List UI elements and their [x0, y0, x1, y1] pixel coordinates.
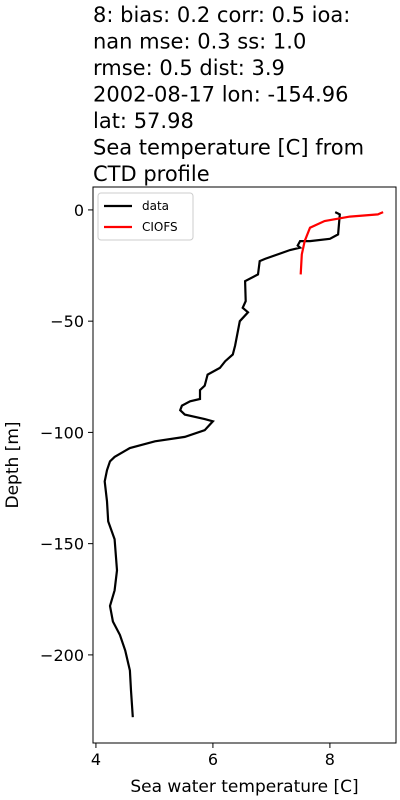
chart-title: lat: 57.98 — [93, 109, 194, 133]
chart-title: Sea temperature [C] from — [93, 136, 364, 160]
plot-frame — [92, 186, 397, 744]
y-tick-label: −150 — [40, 535, 84, 554]
y-tick-label: 0 — [74, 201, 84, 220]
x-tick-label: 4 — [91, 750, 101, 769]
legend-label: CIOFS — [142, 220, 178, 234]
chart-title: 2002-08-17 lon: -154.96 — [93, 83, 349, 107]
y-tick-label: −50 — [50, 312, 84, 331]
x-tick-label: 6 — [208, 750, 218, 769]
y-axis-label: Depth [m] — [3, 421, 23, 508]
line — [103, 211, 341, 718]
legend-box — [97, 192, 194, 241]
chart-title: rmse: 0.5 dist: 3.9 — [93, 56, 285, 80]
line — [299, 211, 384, 275]
x-tick-label: 8 — [325, 750, 335, 769]
x-axis-label: Sea water temperature [C] — [130, 777, 358, 797]
chart-title: nan mse: 0.3 ss: 1.0 — [93, 30, 306, 54]
chart-title: 8: bias: 0.2 corr: 0.5 ioa: — [93, 3, 350, 27]
y-tick-label: −100 — [40, 423, 84, 442]
y-tick-label: −200 — [40, 646, 84, 665]
legend-label: data — [142, 199, 169, 213]
chart-title: CTD profile — [93, 162, 210, 186]
